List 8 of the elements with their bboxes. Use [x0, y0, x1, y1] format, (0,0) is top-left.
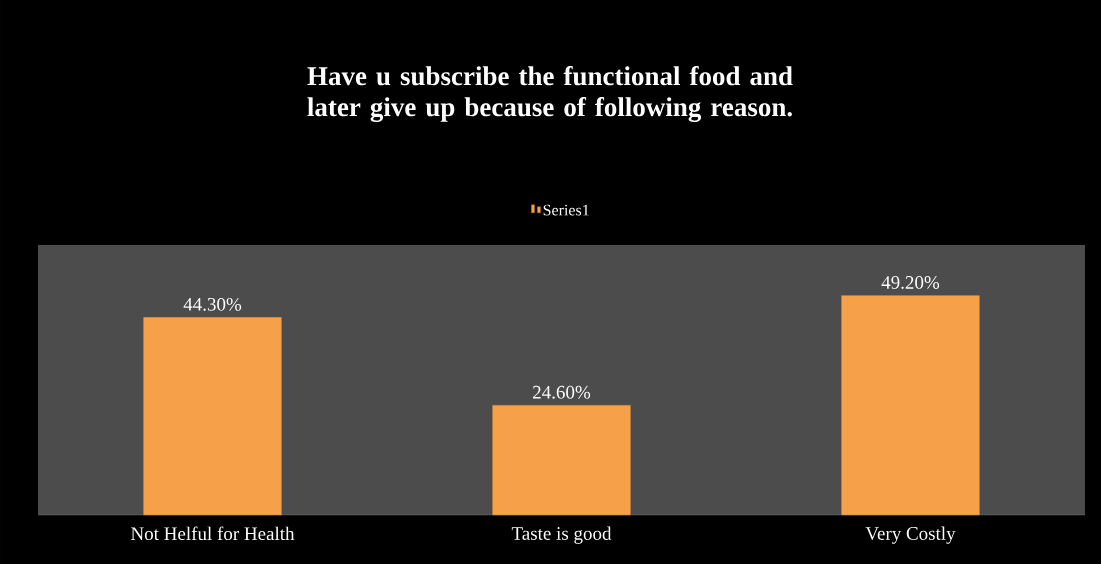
x-tick-label: Very Costly: [865, 526, 956, 544]
data-label: 49.20%: [881, 276, 940, 289]
chart-title: Have u subscribe the functional food and later give up because of following reason.: [307, 66, 793, 122]
data-label: 24.60%: [533, 385, 591, 399]
legend-label: Series1: [543, 204, 589, 216]
x-tick-label: Not Helful for Health: [131, 526, 295, 541]
x-tick-label: Taste is good: [511, 526, 612, 544]
data-label: 44.30%: [183, 297, 242, 311]
